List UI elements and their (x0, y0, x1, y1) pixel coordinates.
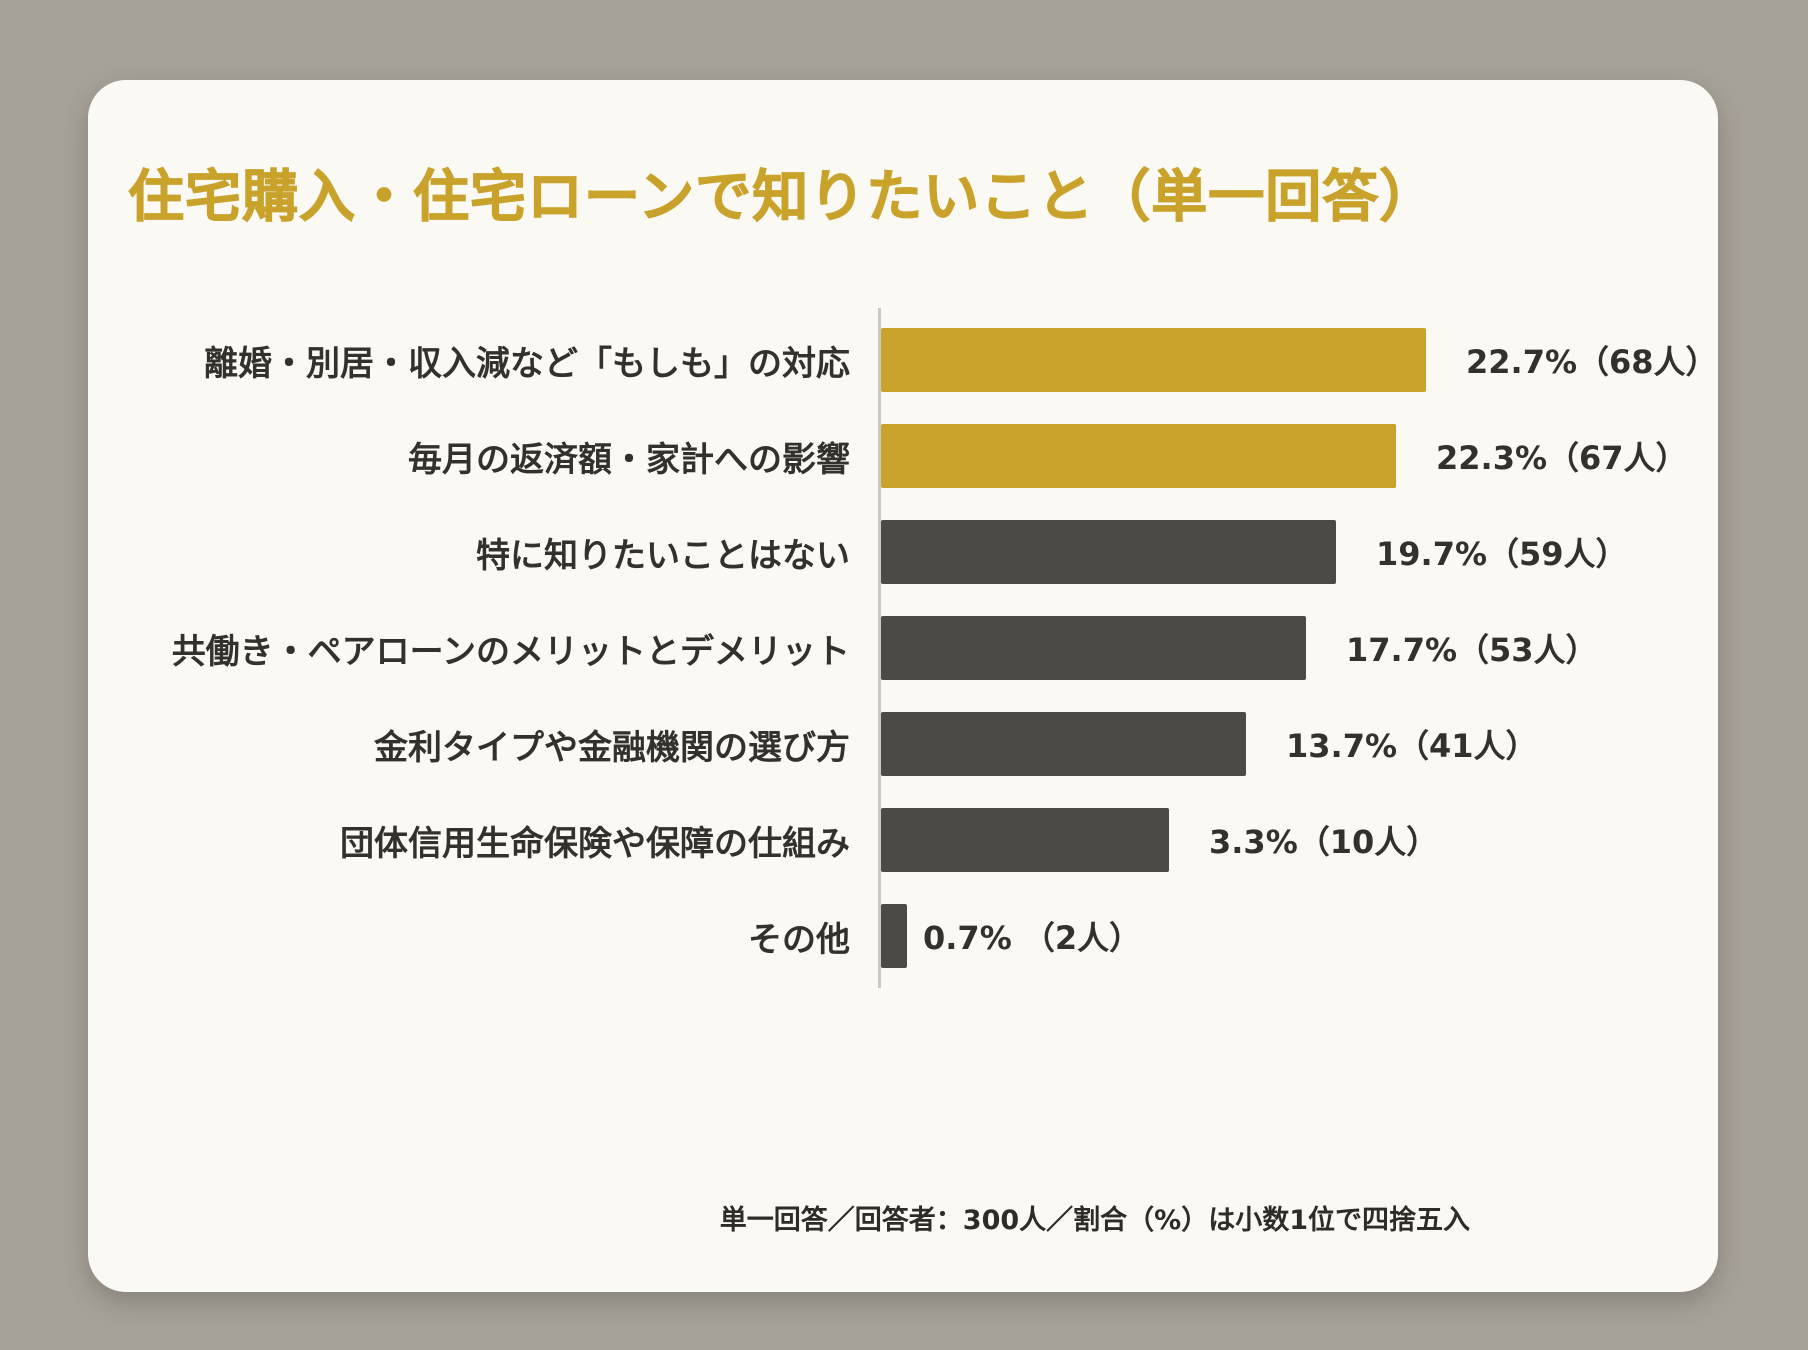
category-label: 団体信用生命保険や保障の仕組み (340, 823, 850, 864)
category-label: 離婚・別居・収入減など「もしも」の対応 (204, 343, 850, 384)
chart-row: 離婚・別居・収入減など「もしも」の対応 22.7%（68人） (88, 328, 1718, 392)
category-label: 特に知りたいことはない (476, 535, 850, 576)
category-label: 毎月の返済額・家計への影響 (408, 439, 850, 480)
axis-baseline (878, 308, 881, 988)
bar (881, 904, 907, 968)
value-label: 13.7%（41人） (1286, 727, 1538, 765)
bar (881, 520, 1336, 584)
value-label: 22.7%（68人） (1466, 343, 1718, 381)
chart-row: 毎月の返済額・家計への影響 22.3%（67人） (88, 424, 1718, 488)
bar (881, 712, 1246, 776)
chart-row: 金利タイプや金融機関の選び方 13.7%（41人） (88, 712, 1718, 776)
category-label: その他 (748, 919, 850, 960)
category-label: 金利タイプや金融機関の選び方 (374, 727, 850, 768)
value-label: 3.3%（10人） (1209, 823, 1439, 861)
value-label: 17.7%（53人） (1346, 631, 1598, 669)
bar (881, 808, 1169, 872)
chart-row: 団体信用生命保険や保障の仕組み 3.3%（10人） (88, 808, 1718, 872)
bar (881, 424, 1396, 488)
value-label: 0.7% （2人） (923, 919, 1142, 957)
chart-row: 共働き・ペアローンのメリットとデメリット 17.7%（53人） (88, 616, 1718, 680)
footnote: 単一回答／回答者：300人／割合（%）は小数1位で四捨五入 (719, 1205, 1470, 1236)
bar (881, 328, 1426, 392)
chart-title: 住宅購入・住宅ローンで知りたいこと（単一回答） (128, 165, 1437, 231)
value-label: 22.3%（67人） (1436, 439, 1688, 477)
chart-row: その他 0.7% （2人） (88, 904, 1718, 968)
bar-chart: 離婚・別居・収入減など「もしも」の対応 22.7%（68人） 毎月の返済額・家計への… (88, 308, 1718, 998)
chart-card: 住宅購入・住宅ローンで知りたいこと（単一回答） 離婚・別居・収入減など「もしも」… (88, 80, 1718, 1292)
chart-row: 特に知りたいことはない 19.7%（59人） (88, 520, 1718, 584)
category-label: 共働き・ペアローンのメリットとデメリット (171, 631, 850, 672)
value-label: 19.7%（59人） (1376, 535, 1628, 573)
bar (881, 616, 1306, 680)
